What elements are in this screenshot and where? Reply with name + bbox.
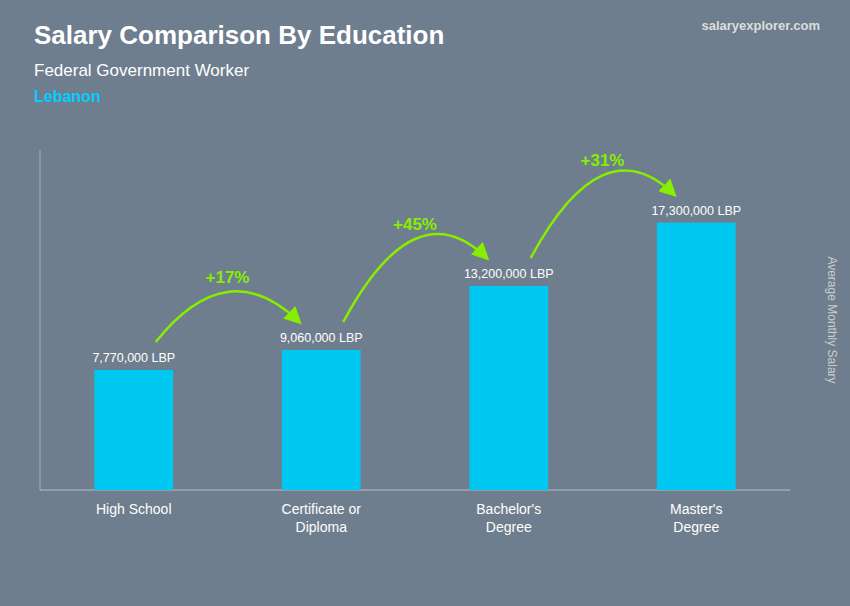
y-axis-line [40, 150, 41, 490]
pct-arrow [531, 171, 675, 258]
x-tick-label: High School [96, 501, 172, 517]
x-tick-label-line: Diploma [296, 519, 348, 535]
subtitle: Lebanon [34, 88, 101, 105]
x-tick-label-line: Bachelor's [476, 501, 541, 517]
value-label: 9,060,000 LBP [280, 331, 363, 345]
x-tick-label-line: Certificate or [282, 501, 362, 517]
pct-label: +31% [581, 151, 625, 170]
pct-label: +17% [206, 268, 250, 287]
subtitle: Federal Government Worker [34, 61, 249, 80]
x-tick-label-line: Master's [670, 501, 722, 517]
pct-arrow [156, 291, 300, 342]
bar [94, 370, 173, 490]
bar [469, 286, 548, 490]
bar [282, 350, 361, 490]
x-tick-label-line: Degree [673, 519, 719, 535]
x-tick-label: Certificate or Diploma [282, 501, 362, 535]
bar [657, 223, 736, 490]
value-label: 7,770,000 LBP [92, 351, 175, 365]
chart: Salary Comparison By Education Federal Go… [0, 0, 850, 606]
x-tick-label: Bachelor's Degree [476, 501, 541, 535]
value-label: 17,300,000 LBP [651, 204, 741, 218]
x-tick-label-line: Degree [486, 519, 532, 535]
value-label: 13,200,000 LBP [464, 267, 554, 281]
y-axis-label: Average Monthly Salary [825, 256, 839, 383]
title: Salary Comparison By Education [34, 20, 444, 50]
x-tick-label-line: High School [96, 501, 172, 517]
pct-label: +45% [393, 215, 437, 234]
pct-arrow [343, 234, 487, 322]
source: salaryexplorer.com [701, 18, 820, 33]
x-tick-label: Master's Degree [670, 501, 722, 535]
bars [94, 223, 735, 490]
